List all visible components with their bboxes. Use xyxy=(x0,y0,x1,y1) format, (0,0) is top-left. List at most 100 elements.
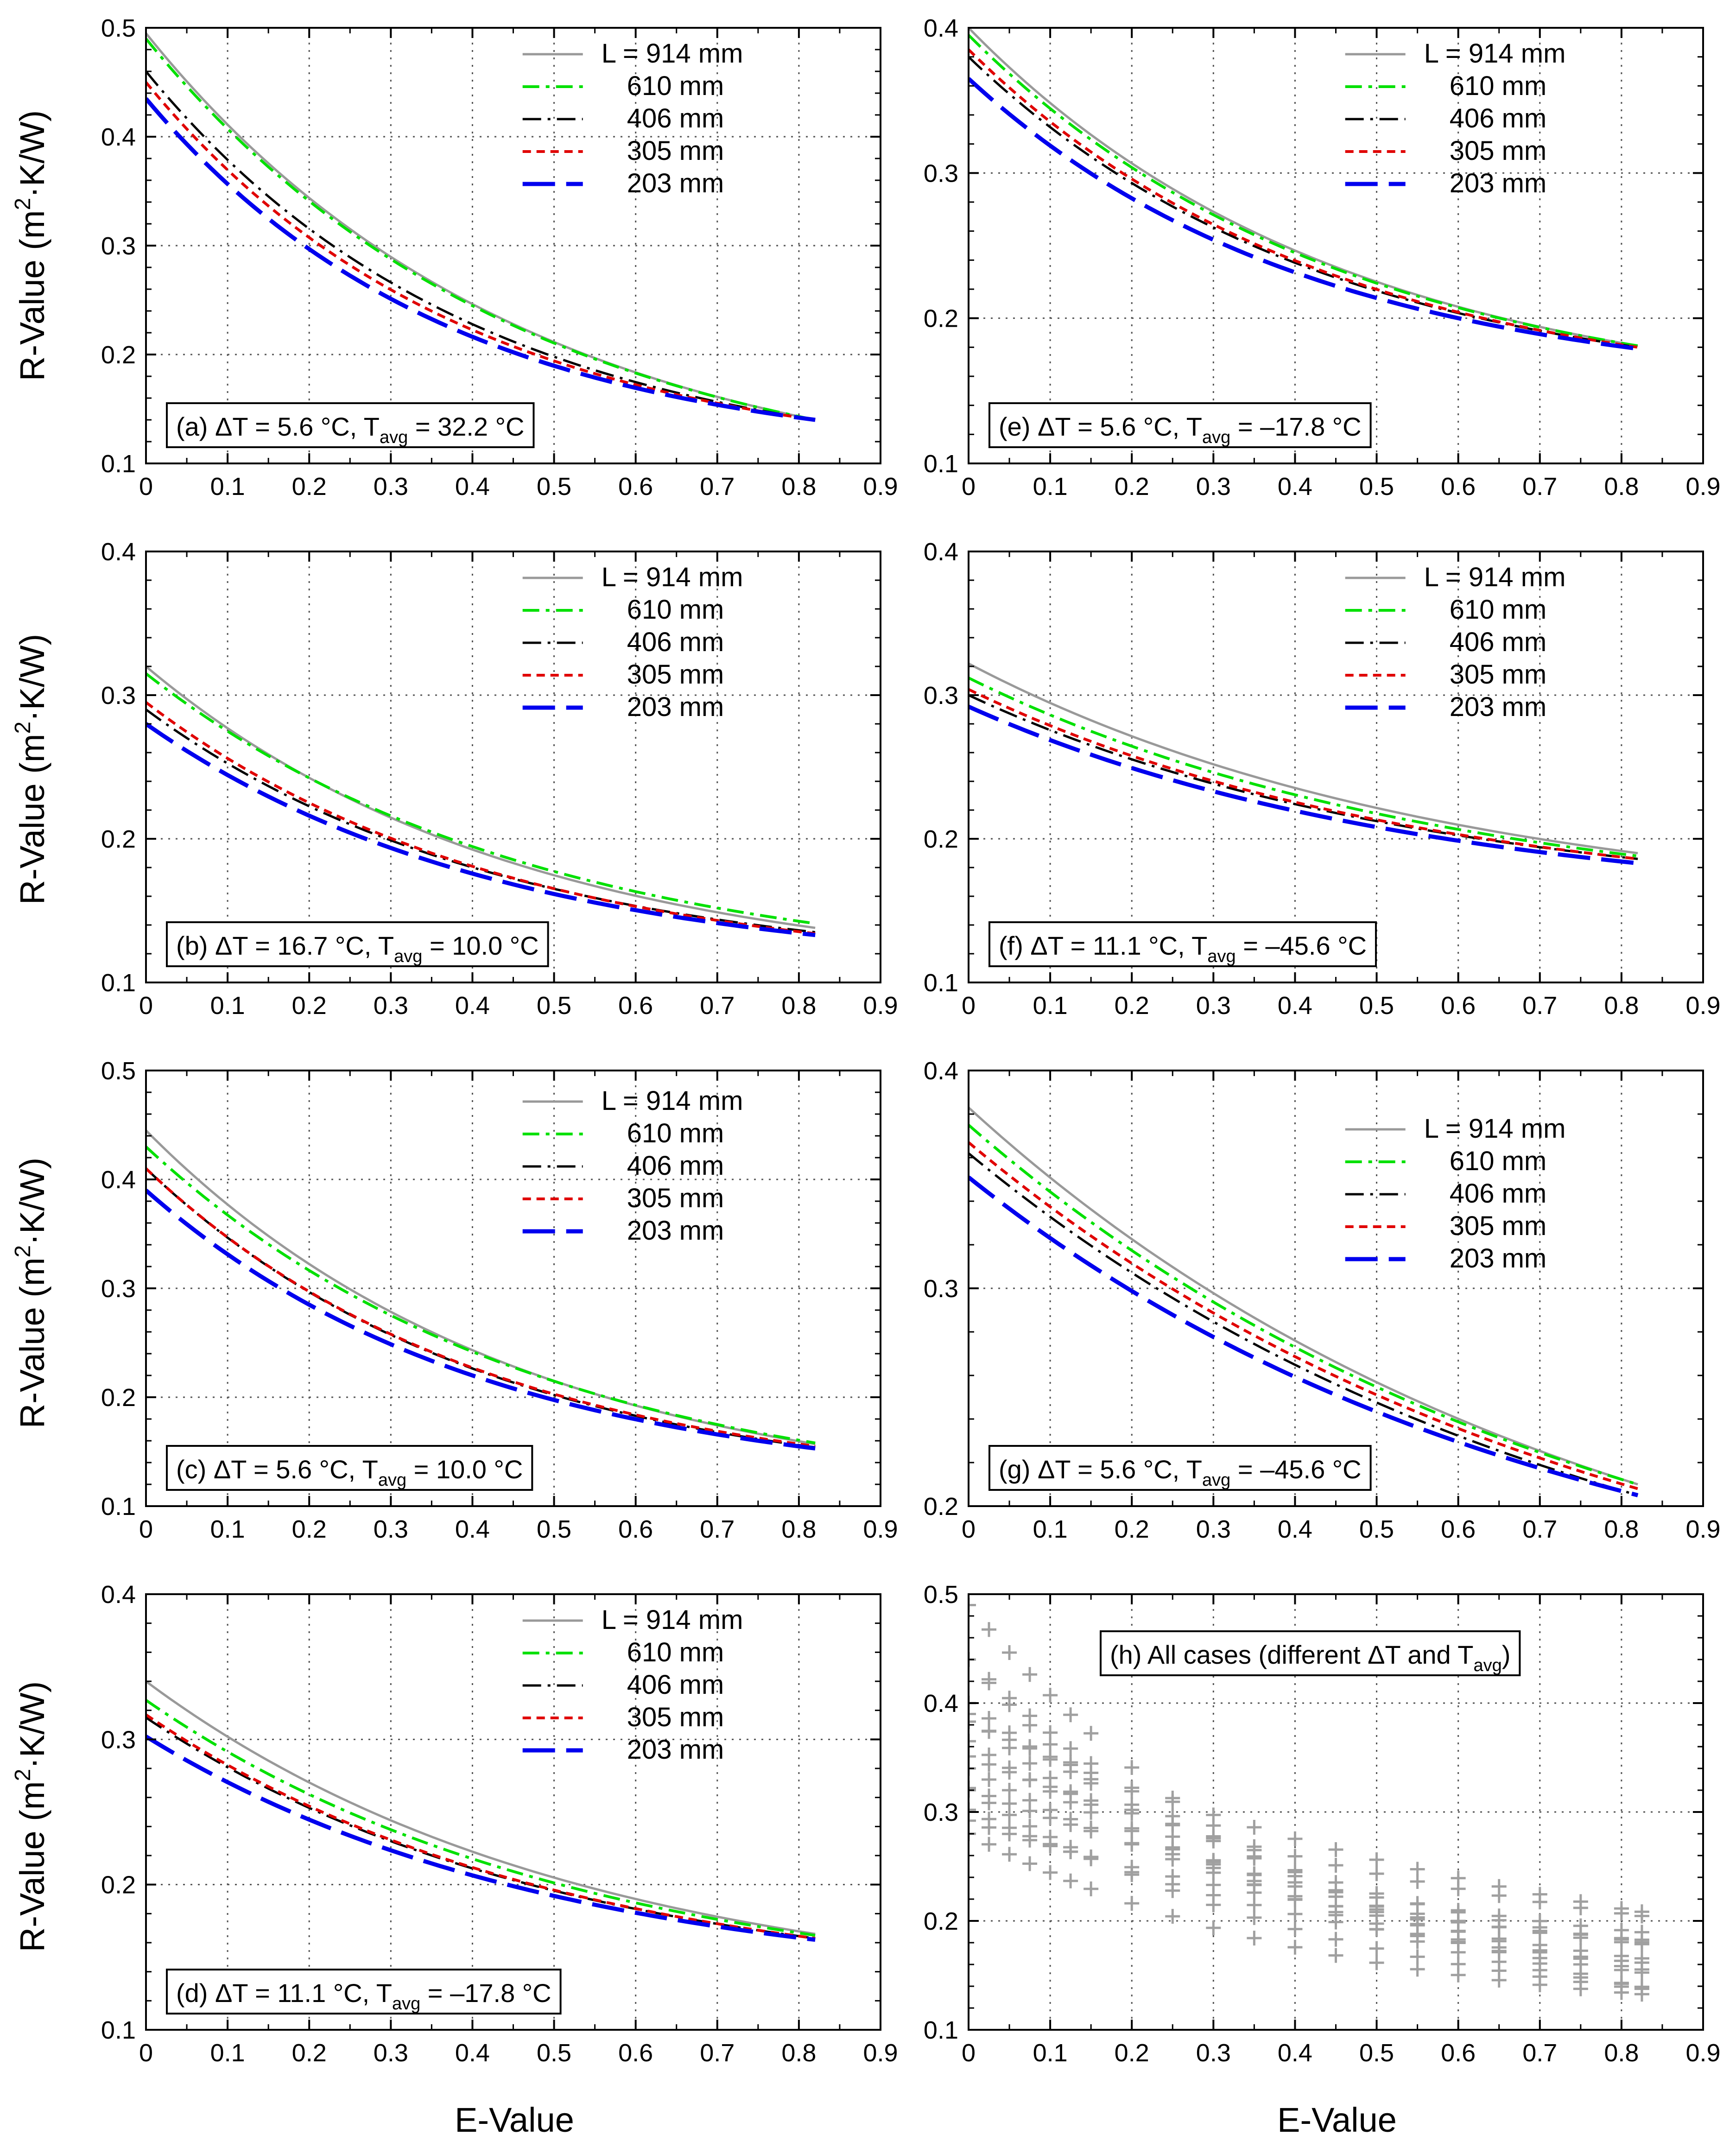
scatter-point xyxy=(1206,1877,1221,1893)
legend-label: 610 mm xyxy=(627,1118,724,1148)
y-axis-title-row-4: R-Value (m2·K/W) xyxy=(11,1681,51,1952)
scatter-point xyxy=(1451,1881,1466,1896)
y-tick-label: 0.4 xyxy=(924,14,958,42)
scatter-point xyxy=(969,1714,976,1729)
x-tick-label: 0.3 xyxy=(374,2039,408,2067)
x-tick-label: 0.6 xyxy=(1441,473,1476,500)
y-axis-title: R-Value (m xyxy=(13,1781,51,1952)
annotation-box xyxy=(988,1445,1372,1491)
annotation-tail: = 32.2 °C xyxy=(408,412,524,441)
x-tick-label: 0.7 xyxy=(700,1515,735,1543)
series-line-1 xyxy=(969,677,1638,858)
scatter-point xyxy=(1002,1732,1017,1748)
x-tick-label: 0.5 xyxy=(537,1515,571,1543)
scatter-point xyxy=(1083,1765,1099,1780)
legend-label: 406 mm xyxy=(627,103,724,133)
x-tick-label: 0.6 xyxy=(618,2039,653,2067)
series-line-0 xyxy=(969,662,1638,855)
annotation-subscript: avg xyxy=(394,947,422,966)
annotation-main: (e) ΔT = 5.6 °C, T xyxy=(999,412,1202,441)
scatter-point xyxy=(1002,1807,1017,1823)
x-tick-label: 0.3 xyxy=(1196,2039,1231,2067)
x-tick-label: 0 xyxy=(962,473,976,500)
y-tick-label: 0.2 xyxy=(924,1493,958,1520)
scatter-point xyxy=(1573,1927,1588,1942)
annotation-box xyxy=(988,921,1377,967)
scatter-point xyxy=(969,1749,976,1764)
y-tick-label: 0.4 xyxy=(101,123,136,151)
plot-frame xyxy=(968,551,1704,983)
scatter-point xyxy=(1022,1803,1038,1818)
panel-annotation: (h) All cases (different ΔT and Tavg) xyxy=(1110,1640,1510,1675)
x-tick-label: 0.7 xyxy=(1522,473,1557,500)
y-tick-label: 0.2 xyxy=(924,1907,958,1935)
annotation-box xyxy=(166,1969,562,2015)
scatter-point xyxy=(1043,1749,1058,1764)
x-tick-label: 0.4 xyxy=(1278,473,1312,500)
scatter-point xyxy=(1369,1941,1384,1956)
scatter-point xyxy=(1328,1858,1343,1873)
scatter-point xyxy=(1083,1824,1099,1839)
series-line-4 xyxy=(146,1189,816,1451)
svg-text:R-Value (m2·K/W): R-Value (m2·K/W) xyxy=(11,1681,51,1952)
series-line-4 xyxy=(969,1175,1639,1497)
scatter-point xyxy=(1369,1890,1384,1905)
scatter-point xyxy=(1043,1725,1058,1740)
y-tick-label: 0.4 xyxy=(101,1581,136,1609)
scatter-point xyxy=(1083,1726,1099,1741)
scatter-point xyxy=(1328,1932,1343,1947)
scatter-point xyxy=(969,1813,976,1828)
scatter-point xyxy=(1451,1934,1466,1950)
x-tick-label: 0.9 xyxy=(1685,992,1720,1020)
scatter-point xyxy=(1022,1708,1038,1723)
scatter-point xyxy=(1532,1894,1547,1910)
panel-annotation: (f) ΔT = 11.1 °C, Tavg = –45.6 °C xyxy=(999,931,1367,966)
annotation-subscript: avg xyxy=(1202,428,1230,447)
x-tick-label: 0.5 xyxy=(1359,473,1394,500)
legend-label: 305 mm xyxy=(1450,1211,1547,1241)
scatter-point xyxy=(1491,1972,1507,1988)
x-tick-label: 0.4 xyxy=(1278,2039,1312,2067)
scatter-point xyxy=(1063,1707,1078,1723)
scatter-point xyxy=(982,1820,997,1835)
scatter-point xyxy=(1328,1842,1343,1857)
annotation-box xyxy=(166,1445,533,1491)
x-tick-label: 0.9 xyxy=(1685,1515,1720,1543)
x-tick-label: 0 xyxy=(962,992,976,1020)
y-tick-label: 0.3 xyxy=(101,1726,136,1754)
legend-label: 610 mm xyxy=(1450,71,1547,101)
scatter-point xyxy=(1491,1919,1507,1934)
scatter-point xyxy=(1083,1881,1099,1896)
annotation-box xyxy=(1100,1630,1521,1676)
x-tick-label: 0.8 xyxy=(781,1515,816,1543)
series-line-2 xyxy=(146,708,816,933)
y-axis-title-row-2: R-Value (m2·K/W) xyxy=(11,634,51,905)
legend-label: 406 mm xyxy=(1450,1178,1547,1209)
series-line-3 xyxy=(969,1141,1638,1490)
x-tick-label: 0.1 xyxy=(1033,1515,1068,1543)
scatter-point xyxy=(1206,1829,1221,1844)
scatter-point xyxy=(982,1711,997,1726)
y-tick-label: 0.4 xyxy=(101,1166,136,1194)
series-line-0 xyxy=(146,1680,816,1935)
y-tick-label: 0.3 xyxy=(101,682,136,710)
y-tick-label: 0.3 xyxy=(101,232,136,260)
panel-annotation: (e) ΔT = 5.6 °C, Tavg = –17.8 °C xyxy=(999,412,1362,447)
y-axis-title-row-3: R-Value (m2·K/W) xyxy=(11,1158,51,1428)
legend-label: 305 mm xyxy=(1450,136,1547,166)
plot-frame xyxy=(968,27,1704,464)
x-tick-label: 0 xyxy=(962,1515,976,1543)
legend-label: L = 914 mm xyxy=(602,1605,743,1635)
annotation-subscript: avg xyxy=(1202,1470,1230,1490)
legend-label: 406 mm xyxy=(1450,627,1547,657)
scatter-point xyxy=(1247,1866,1262,1882)
series-line-3 xyxy=(146,81,816,421)
x-tick-label: 0.7 xyxy=(700,473,735,500)
scatter-point xyxy=(982,1672,997,1687)
scatter-point xyxy=(1491,1888,1507,1903)
annotation-box xyxy=(166,402,535,448)
y-axis-title: R-Value (m xyxy=(13,734,51,905)
scatter-point xyxy=(1634,1932,1649,1947)
scatter-point xyxy=(1573,1900,1588,1915)
